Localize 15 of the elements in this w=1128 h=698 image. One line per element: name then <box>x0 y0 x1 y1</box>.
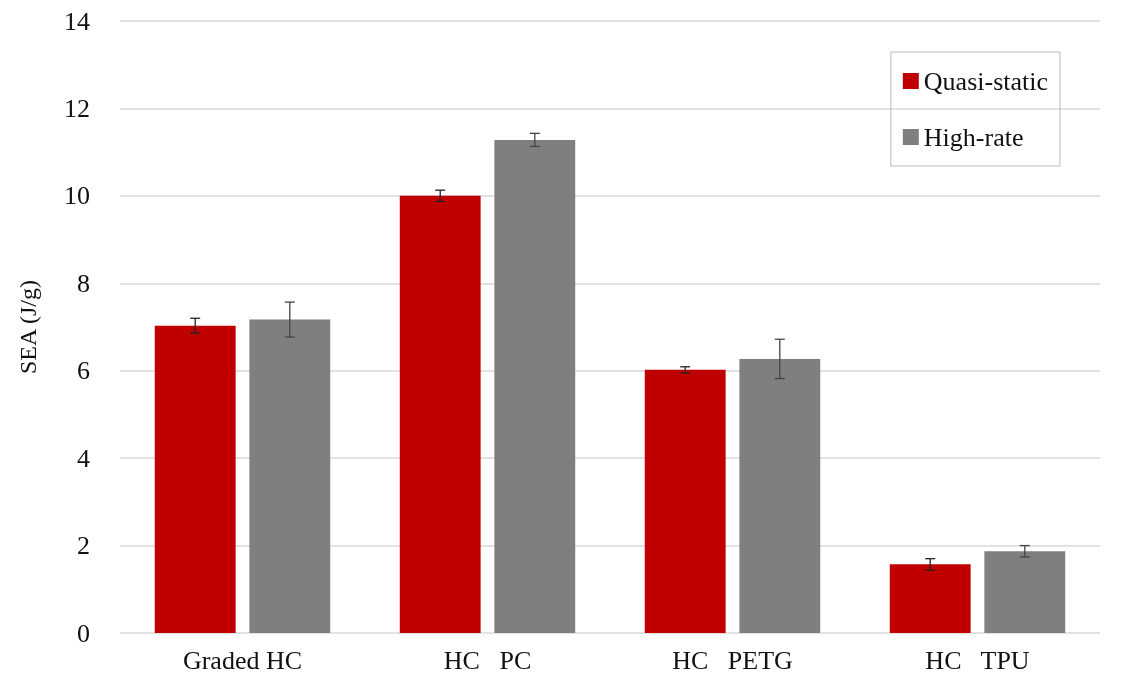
y-tick-label: 2 <box>77 531 90 561</box>
y-tick-label: 14 <box>64 6 90 36</box>
legend-label: Quasi-static <box>923 66 1048 96</box>
y-tick-label: 12 <box>64 93 90 123</box>
y-tick-label: 6 <box>77 356 90 386</box>
y-tick-label: 10 <box>64 181 90 211</box>
x-tick-label: HC PETG <box>672 645 793 675</box>
x-tick-label: Graded HC <box>182 645 303 675</box>
y-tick-label: 0 <box>77 618 90 648</box>
x-tick-label: HC TPU <box>925 645 1030 675</box>
x-tick-label: HC PC <box>443 645 532 675</box>
y-axis-title: SEA (J/g) <box>15 279 41 375</box>
y-tick-label: 4 <box>77 443 90 473</box>
y-tick-label: 8 <box>77 268 90 298</box>
legend-label: High-rate <box>923 122 1024 152</box>
